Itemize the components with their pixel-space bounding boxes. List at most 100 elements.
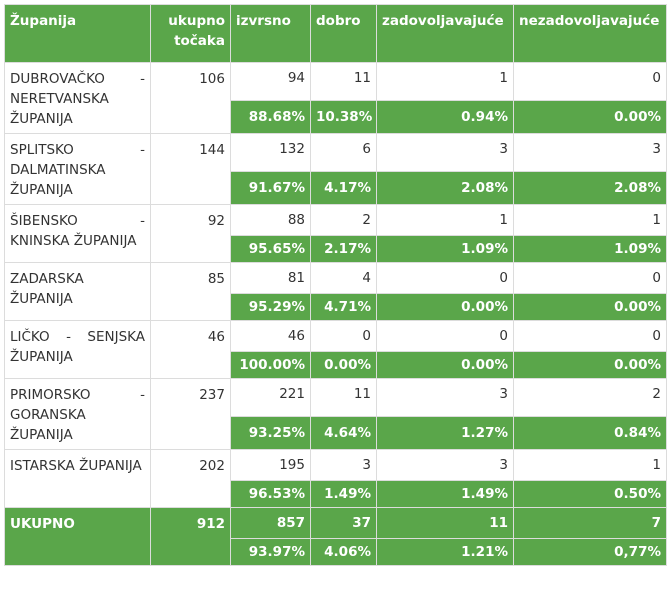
summary-row: UKUPNO 912 857 37 11 7	[4, 507, 667, 566]
percent-satisfactory: 1.49%	[376, 480, 514, 508]
count-good: 2	[310, 204, 377, 236]
summary-count-unsatisfactory: 7	[513, 507, 667, 539]
summary-total-points: 912	[150, 507, 231, 566]
percent-excellent: 91.67%	[230, 170, 311, 206]
percent-unsatisfactory: 0.50%	[513, 480, 667, 508]
header-row: Županija ukupno točaka izvrsno dobro zad…	[4, 4, 667, 63]
count-satisfactory: 0	[376, 262, 514, 294]
header-unsatisfactory: nezadovoljavajuće	[513, 4, 667, 63]
total-points: 92	[150, 204, 231, 263]
percent-good: 4.64%	[310, 415, 377, 451]
count-good: 11	[310, 62, 377, 101]
percent-excellent: 88.68%	[230, 99, 311, 135]
percent-good: 4.17%	[310, 170, 377, 206]
header-good: dobro	[310, 4, 377, 63]
count-excellent: 94	[230, 62, 311, 101]
count-satisfactory: 1	[376, 204, 514, 236]
count-unsatisfactory: 2	[513, 378, 667, 417]
percent-excellent: 95.65%	[230, 235, 311, 263]
summary-percent-excellent: 93.97%	[230, 538, 311, 566]
percent-unsatisfactory: 1.09%	[513, 235, 667, 263]
summary-percent-satisfactory: 1.21%	[376, 538, 514, 566]
total-points: 106	[150, 62, 231, 134]
table-row: ZADARSKA ŽUPANIJA 85 81 4 0 0	[4, 262, 667, 321]
count-excellent: 88	[230, 204, 311, 236]
count-excellent: 221	[230, 378, 311, 417]
total-points: 144	[150, 133, 231, 205]
percent-satisfactory: 0.00%	[376, 293, 514, 321]
percent-satisfactory: 1.09%	[376, 235, 514, 263]
total-points: 46	[150, 320, 231, 379]
table-row: ISTARSKA ŽUPANIJA 202 195 3 3 1	[4, 449, 667, 508]
table-row-percent: 95.29% 4.71% 0.00% 0.00%	[5, 293, 667, 321]
header-excellent: izvrsno	[230, 4, 311, 63]
county-name: ZADARSKA ŽUPANIJA	[4, 262, 151, 321]
count-satisfactory: 1	[376, 62, 514, 101]
percent-excellent: 100.00%	[230, 351, 311, 379]
table-row-percent: 91.67% 4.17% 2.08% 2.08%	[5, 170, 667, 206]
count-good: 6	[310, 133, 377, 172]
county-name: LIČKO - SENJSKA ŽUPANIJA	[4, 320, 151, 379]
header-satisfactory: zadovoljavajuće	[376, 4, 514, 63]
table-row-percent: 95.65% 2.17% 1.09% 1.09%	[5, 235, 667, 263]
percent-satisfactory: 1.27%	[376, 415, 514, 451]
percent-good: 4.71%	[310, 293, 377, 321]
table-row: ŠIBENSKO - KNINSKA ŽUPANIJA 92 88 2 1 1	[4, 204, 667, 263]
county-name: ŠIBENSKO - KNINSKA ŽUPANIJA	[4, 204, 151, 263]
table-row-percent: 100.00% 0.00% 0.00% 0.00%	[5, 351, 667, 379]
count-good: 0	[310, 320, 377, 352]
summary-label: UKUPNO	[4, 507, 151, 566]
percent-good: 2.17%	[310, 235, 377, 263]
percent-excellent: 95.29%	[230, 293, 311, 321]
count-good: 4	[310, 262, 377, 294]
count-unsatisfactory: 0	[513, 320, 667, 352]
count-satisfactory: 3	[376, 449, 514, 481]
county-name: ISTARSKA ŽUPANIJA	[4, 449, 151, 508]
percent-satisfactory: 0.94%	[376, 99, 514, 135]
count-excellent: 195	[230, 449, 311, 481]
county-name: SPLITSKO - DALMATINSKA ŽUPANIJA	[4, 133, 151, 205]
table-row: SPLITSKO - DALMATINSKA ŽUPANIJA 144 132 …	[4, 133, 667, 205]
header-total-points: ukupno točaka	[150, 4, 231, 63]
count-good: 11	[310, 378, 377, 417]
percent-satisfactory: 2.08%	[376, 170, 514, 206]
results-table-container: Županija ukupno točaka izvrsno dobro zad…	[4, 4, 667, 566]
table-row-percent: 96.53% 1.49% 1.49% 0.50%	[5, 480, 667, 508]
percent-unsatisfactory: 0.00%	[513, 293, 667, 321]
table-row: LIČKO - SENJSKA ŽUPANIJA 46 46 0 0 0	[4, 320, 667, 379]
percent-good: 10.38%	[310, 99, 377, 135]
percent-excellent: 96.53%	[230, 480, 311, 508]
summary-percent-good: 4.06%	[310, 538, 377, 566]
count-excellent: 81	[230, 262, 311, 294]
results-table: Županija ukupno točaka izvrsno dobro zad…	[4, 4, 667, 566]
count-unsatisfactory: 0	[513, 62, 667, 101]
count-excellent: 46	[230, 320, 311, 352]
county-name: DUBROVAČKO - NERETVANSKA ŽUPANIJA	[4, 62, 151, 134]
count-unsatisfactory: 0	[513, 262, 667, 294]
percent-unsatisfactory: 0.84%	[513, 415, 667, 451]
total-points: 237	[150, 378, 231, 450]
total-points: 202	[150, 449, 231, 508]
summary-count-excellent: 857	[230, 507, 311, 539]
table-row-percent: 93.25% 4.64% 1.27% 0.84%	[5, 415, 667, 451]
percent-satisfactory: 0.00%	[376, 351, 514, 379]
header-county: Županija	[4, 4, 151, 63]
count-excellent: 132	[230, 133, 311, 172]
count-satisfactory: 0	[376, 320, 514, 352]
count-satisfactory: 3	[376, 378, 514, 417]
summary-count-satisfactory: 11	[376, 507, 514, 539]
table-row: PRIMORSKO - GORANSKA ŽUPANIJA 237 221 11…	[4, 378, 667, 450]
summary-percent-unsatisfactory: 0,77%	[513, 538, 667, 566]
county-name: PRIMORSKO - GORANSKA ŽUPANIJA	[4, 378, 151, 450]
count-satisfactory: 3	[376, 133, 514, 172]
percent-excellent: 93.25%	[230, 415, 311, 451]
count-good: 3	[310, 449, 377, 481]
summary-count-good: 37	[310, 507, 377, 539]
percent-good: 0.00%	[310, 351, 377, 379]
total-points: 85	[150, 262, 231, 321]
count-unsatisfactory: 3	[513, 133, 667, 172]
percent-unsatisfactory: 0.00%	[513, 351, 667, 379]
percent-good: 1.49%	[310, 480, 377, 508]
summary-row-percent: 93.97% 4.06% 1.21% 0,77%	[5, 538, 667, 566]
count-unsatisfactory: 1	[513, 204, 667, 236]
